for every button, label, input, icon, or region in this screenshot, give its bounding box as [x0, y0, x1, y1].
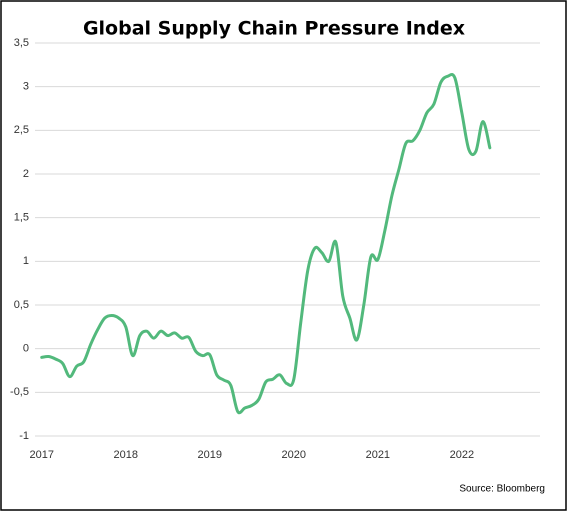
- y-tick-label: 0,5: [14, 299, 29, 311]
- data-line: [40, 72, 492, 415]
- y-tick-label: 2,5: [14, 124, 29, 136]
- y-tick-label: 3,5: [14, 37, 29, 49]
- x-tick-label: 2020: [282, 449, 306, 461]
- y-tick-label: -1: [19, 430, 29, 442]
- y-tick-label: 2: [23, 168, 29, 180]
- y-tick-label: 0: [23, 343, 29, 355]
- x-tick-label: 2021: [366, 449, 390, 461]
- y-tick-label: 3: [23, 81, 29, 93]
- chart-title: Global Supply Chain Pressure Index: [83, 18, 465, 40]
- x-tick-label: 2018: [114, 449, 138, 461]
- x-tick-label: 2019: [198, 449, 222, 461]
- y-tick-label: 1: [23, 255, 29, 267]
- source-note: Source: Bloomberg: [459, 484, 545, 495]
- y-tick-label: -0,5: [10, 386, 29, 398]
- x-tick-label: 2022: [450, 449, 474, 461]
- x-tick-label: 2017: [29, 449, 53, 461]
- y-tick-label: 1,5: [14, 212, 29, 224]
